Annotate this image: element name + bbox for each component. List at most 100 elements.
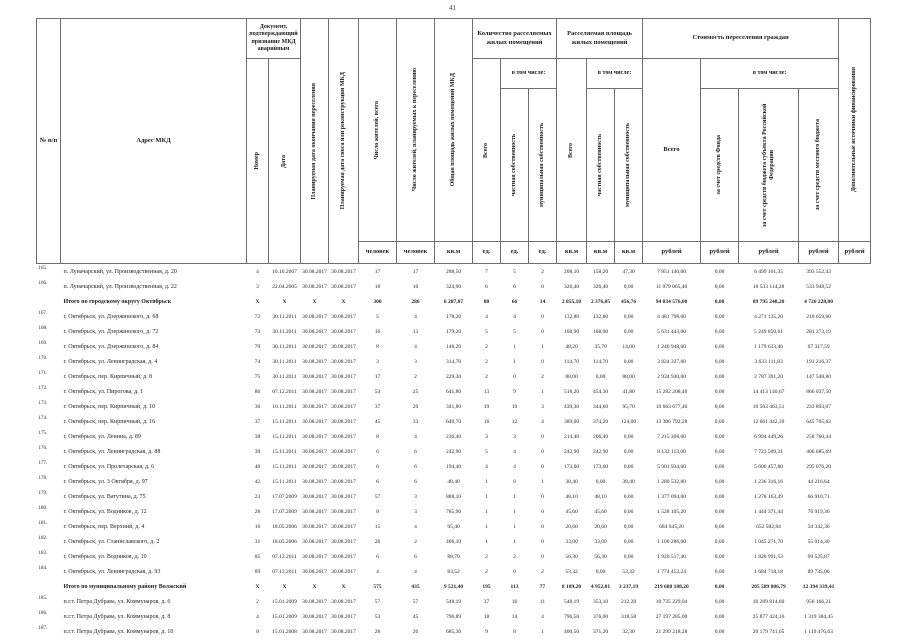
data-cell: 6: [376, 448, 379, 455]
data-cell: 10 533 114,28: [752, 283, 785, 290]
data-cell: 30.08.2017: [302, 478, 327, 485]
data-cell: 0,00: [714, 538, 725, 545]
data-cell: 15 282 208,40: [655, 388, 688, 395]
data-cell: 0,00: [623, 313, 634, 320]
data-cell: 205 589 806,79: [751, 583, 786, 590]
data-cell: 30.08.2017: [331, 388, 356, 395]
data-cell: 0,00: [623, 553, 634, 560]
data-cell: 2: [485, 343, 488, 350]
data-cell: 42: [254, 478, 261, 485]
data-cell: 0,00: [623, 523, 634, 530]
data-cell: 56,30: [565, 553, 578, 560]
row-number-cell: 184.: [38, 566, 48, 571]
data-cell: 1: [485, 538, 488, 545]
data-cell: 16: [483, 418, 490, 425]
data-cell: 353,10: [592, 598, 609, 605]
data-cell: 3: [256, 283, 259, 290]
data-cell: 53: [374, 388, 381, 395]
data-cell: 0,00: [623, 433, 634, 440]
unit-extra-sources: рублей: [838, 241, 872, 264]
resettlement-table: № п/п Адрес МКД Документ, подтверждающий…: [36, 18, 872, 640]
row-number-cell: 179.: [38, 491, 48, 496]
data-cell: 4: [513, 448, 516, 455]
table-header: № п/п Адрес МКД Документ, подтверждающий…: [36, 18, 872, 264]
data-cell: 7 851 140,00: [657, 268, 686, 275]
col-group-document-label: Документ, подтверждающий признание МКД а…: [249, 23, 298, 53]
col-header-residents-resettle-label: Число жителей, планируемых к переселению: [412, 68, 419, 192]
data-cell: 22.04.2005: [272, 283, 297, 290]
col-header-address-label: Адрес МКД: [136, 136, 171, 144]
address-cell: г. Октябрьск, ул. Ленинградская, д. 4: [63, 358, 158, 365]
data-cell: 94 834 576,00: [655, 298, 688, 305]
table-row: 186. п.г.т. Петра Дубрава, ул. Коммунаров…: [37, 609, 871, 624]
data-cell: 0,00: [714, 478, 725, 485]
data-cell: 73: [254, 328, 261, 335]
table-row: 173. г. Октябрьск, пер. Кирпичный, д. 10 3…: [37, 399, 871, 414]
data-cell: 77: [539, 583, 546, 590]
col-header-doc-number: Номер: [246, 58, 269, 264]
data-cell: 1 236 316,16: [754, 478, 783, 485]
data-cell: 15.01.2009: [272, 613, 297, 620]
data-cell: 30.08.2017: [331, 463, 356, 470]
data-cell: 17: [374, 373, 381, 380]
data-cell: 0,00: [595, 373, 606, 380]
data-cell: 1 920 517,40: [657, 553, 686, 560]
data-cell: 8 132 113,00: [657, 448, 686, 455]
address-cell: г. Октябрьск, ул. Дзержинского, д. 84: [63, 343, 159, 350]
data-cell: 30.08.2017: [302, 463, 327, 470]
data-cell: 10.11.2011: [272, 403, 297, 410]
data-cell: 2: [485, 373, 488, 380]
data-cell: [839, 609, 871, 624]
table-row: 180. г. Октябрьск, ул. Водников, д. 12 28 1…: [37, 504, 871, 519]
data-cell: 4: [414, 523, 417, 530]
data-cell: 866 037,50: [806, 388, 831, 395]
table-row: 172. г. Октябрьск, ул. Пирогова, д. 1 86 07…: [37, 384, 871, 399]
col-header-mkd-area-label: Общая площадь жилых помещений МКД: [450, 73, 457, 187]
data-cell: 4: [256, 268, 259, 275]
col-header-num-label: № п/п: [39, 136, 58, 144]
data-cell: 456,76: [620, 298, 637, 305]
data-cell: 45,60: [594, 508, 607, 515]
data-cell: 0: [541, 448, 544, 455]
data-cell: 66 910,71: [807, 493, 830, 500]
data-cell: 173,60: [563, 463, 580, 470]
data-cell: 79: [254, 343, 261, 350]
page-number: 41: [449, 4, 456, 12]
data-cell: 0,00: [714, 568, 725, 575]
data-cell: 4: [485, 313, 488, 320]
data-cell: 37: [374, 403, 381, 410]
col-header-extra-sources-label: Дополнительные источники финансирования: [851, 67, 858, 193]
col-group-area-label: Расселяемая площадь жилых помещений: [567, 30, 632, 46]
row-number-cell: 172.: [38, 386, 48, 391]
data-cell: 0: [513, 373, 516, 380]
data-cell: 13 306 792,28: [655, 418, 688, 425]
address-cell: п. Луначарский, ул. Производственная, д.…: [63, 268, 177, 275]
data-cell: 4: [376, 568, 379, 575]
data-cell: 0,00: [714, 463, 725, 470]
data-cell: 30.08.2017: [302, 418, 327, 425]
data-cell: 28: [254, 508, 261, 515]
data-cell: 168,90: [592, 328, 609, 335]
data-cell: 1 528 105,20: [657, 508, 686, 515]
data-cell: 2 376,05: [590, 298, 611, 305]
data-cell: 38,40: [622, 478, 635, 485]
data-cell: [839, 624, 871, 639]
data-cell: 89 735,06: [807, 568, 830, 575]
data-cell: 0,00: [714, 508, 725, 515]
summary-row: Итого по муниципальному району Волжский X…: [37, 579, 871, 594]
data-cell: 1 820 991,53: [754, 553, 783, 560]
data-cell: [839, 594, 871, 609]
data-cell: 37: [483, 598, 490, 605]
data-cell: 0,00: [714, 583, 725, 590]
data-cell: 39: [254, 448, 261, 455]
data-cell: 17: [374, 268, 381, 275]
row-number-cell: 167.: [38, 311, 48, 316]
data-cell: 114,70: [564, 358, 579, 365]
data-cell: 3: [541, 403, 544, 410]
data-cell: 30.08.2017: [331, 373, 356, 380]
data-cell: 4: [414, 433, 417, 440]
data-cell: 86: [254, 388, 261, 395]
data-cell: 6: [414, 448, 417, 455]
data-cell: 30.08.2017: [331, 328, 356, 335]
data-cell: 18: [374, 283, 381, 290]
